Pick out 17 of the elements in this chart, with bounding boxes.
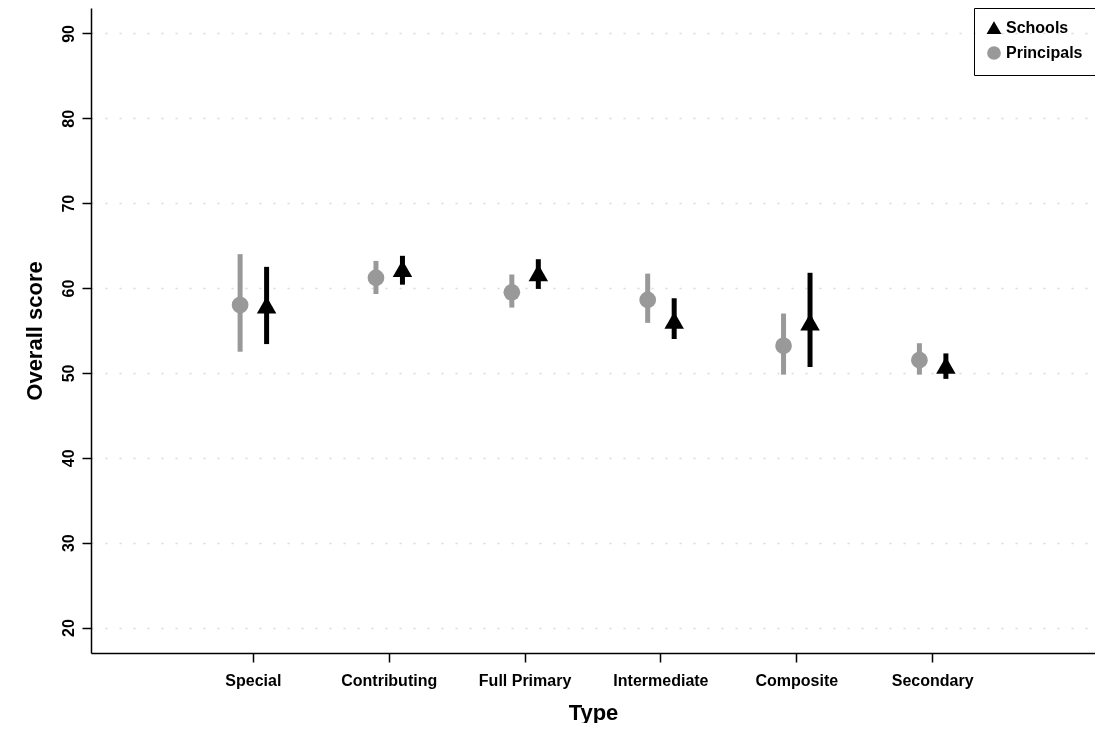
x-tick-label: Composite xyxy=(755,671,839,689)
y-tick-label: 20 xyxy=(59,619,77,637)
x-tick-label: Intermediate xyxy=(613,671,709,689)
legend-label: Schools xyxy=(1006,19,1069,36)
legend-label: Principals xyxy=(1006,44,1083,61)
y-tick-label: 80 xyxy=(59,109,77,128)
y-tick-label: 70 xyxy=(59,194,77,213)
y-tick-label: 40 xyxy=(59,449,77,468)
x-tick-label: Secondary xyxy=(891,671,974,689)
x-tick-label: Full Primary xyxy=(478,671,572,689)
y-tick-label: 30 xyxy=(59,534,77,553)
y-tick-label: 50 xyxy=(59,364,77,383)
y-tick-label: 90 xyxy=(59,24,77,43)
y-axis-title: Overall score xyxy=(21,261,47,401)
x-tick-label: Special xyxy=(225,671,282,689)
y-tick-label: 60 xyxy=(59,279,77,298)
x-tick-label: Contributing xyxy=(341,671,438,689)
